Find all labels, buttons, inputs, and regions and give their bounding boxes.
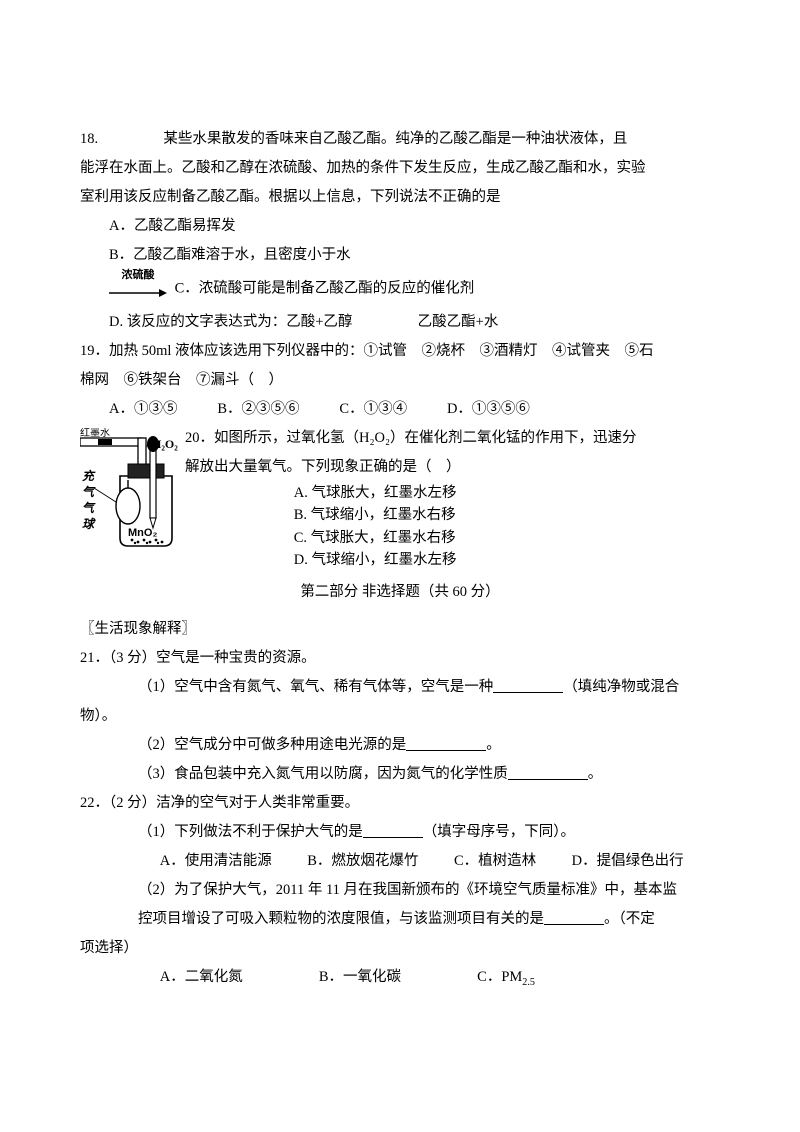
q22-2-d: 项选择） — [80, 934, 720, 963]
q18-opt-d-pre: D. 该反应的文字表达式为：乙酸+乙醇 — [109, 314, 352, 330]
q19-stem-line2: 棉网 ⑥铁架台 ⑦漏斗（ ） — [80, 366, 720, 395]
q22-2-opt-b: B．一氧化碳 — [319, 963, 401, 992]
q21-3: （3）食品包装中充入氮气用以防腐，因为氮气的化学性质 。 — [80, 760, 720, 789]
q22-2-c: 。（不定 — [604, 911, 655, 927]
q20-options: A. 气球胀大，红墨水左移 B. 气球缩小，红墨水右移 C. 气球胀大，红墨水右… — [185, 482, 720, 572]
blank — [363, 822, 423, 838]
q22-head: 22．（2 分）洁净的空气对于人类非常重要。 — [80, 789, 720, 818]
q18-opt-c: C．浓硫酸可能是制备乙酸乙酯的反应的催化剂 — [175, 280, 475, 296]
q20-figure: 红墨水 H₂O₂ — [80, 424, 185, 550]
q21-2-b: 。 — [486, 737, 501, 753]
q18-stem-line1: 18. 某些水果散发的香味来自乙酸乙酯。纯净的乙酸乙酯是一种油状液体，且 — [80, 125, 720, 154]
q18-stem-a: 某些水果散发的香味来自乙酸乙酯。纯净的乙酸乙酯是一种油状液体，且 — [163, 131, 627, 147]
q19-opt-b: B．②③⑤⑥ — [217, 395, 299, 424]
q19-opt-c: C．①③④ — [339, 395, 407, 424]
q22-2-opt-a: A．二氧化氮 — [160, 963, 243, 992]
q21-head: 21．（3 分）空气是一种宝贵的资源。 — [80, 644, 720, 673]
q22-1-opt-a: A．使用清洁能源 — [160, 847, 272, 876]
q22-2-b-row: 控项目增设了可吸入颗粒物的浓度限值，与该监测项目有关的是 。（不定 — [80, 905, 720, 934]
q20-opt-d: D. 气球缩小，红墨水左移 — [294, 549, 720, 571]
q22-2-opt-c: C．PM2.5 — [477, 963, 535, 993]
q18-opt-d-post: 乙酸乙酯+水 — [418, 314, 499, 330]
blank — [406, 735, 486, 751]
q19-stem-line1: 19．加热 50ml 液体应该选用下列仪器中的：①试管 ②烧杯 ③酒精灯 ④试管… — [80, 337, 720, 366]
q18-stem-line3: 室利用该反应制备乙酸乙酯。根据以上信息，下列说法不正确的是 — [80, 183, 720, 212]
q20-stem-b: 解放出大量氧气。下列现象正确的是（ ） — [185, 453, 720, 482]
q20-block: 红墨水 H₂O₂ — [80, 424, 720, 572]
q20-opt-c: C. 气球胀大，红墨水右移 — [294, 527, 720, 549]
label-b1: 充 — [82, 469, 96, 483]
q20-opt-a: A. 气球胀大，红墨水左移 — [294, 482, 720, 504]
arrow-label: 浓硫酸 — [109, 270, 167, 281]
q21-3-a: （3）食品包装中充入氮气用以防腐，因为氮气的化学性质 — [138, 766, 508, 782]
q21-2-a: （2）空气成分中可做多种用途电光源的是 — [138, 737, 406, 753]
q22-2-opt-c-sub: 2.5 — [522, 977, 535, 988]
q22-1-opt-d: D．提倡绿色出行 — [572, 847, 684, 876]
q21-1: （1）空气中含有氮气、氧气、稀有气体等，空气是一种 （填纯净物或混合 — [80, 673, 720, 702]
q18-opt-b: B．乙酸乙酯难溶于水，且密度小于水 — [80, 241, 720, 270]
q21-1-b: （填纯净物或混合 — [563, 679, 679, 695]
blank — [544, 909, 604, 925]
q18-stem-line2: 能浮在水面上。乙酸和乙醇在浓硫酸、加热的条件下发生反应，生成乙酸乙酯和水，实验 — [80, 154, 720, 183]
q21-3-b: 。 — [588, 766, 603, 782]
label-mno2: MnO₂ — [128, 527, 157, 539]
q19-opt-d: D．①③⑤⑥ — [447, 395, 530, 424]
label-b2: 气 — [82, 485, 96, 499]
label-b3: 气 — [82, 501, 96, 515]
q22-2-opts: A．二氧化氮 B．一氧化碳 C．PM2.5 — [80, 963, 720, 993]
section-bracket: 〖生活现象解释〗 — [80, 615, 720, 644]
label-b4: 球 — [82, 517, 96, 531]
q22-2-b: 控项目增设了可吸入颗粒物的浓度限值，与该监测项目有关的是 — [138, 911, 544, 927]
q20-opt-b: B. 气球缩小，红墨水右移 — [294, 504, 720, 526]
q21-1-a: （1）空气中含有氮气、氧气、稀有气体等，空气是一种 — [138, 679, 493, 695]
q21-2: （2）空气成分中可做多种用途电光源的是 。 — [80, 731, 720, 760]
page: 18. 某些水果散发的香味来自乙酸乙酯。纯净的乙酸乙酯是一种油状液体，且 能浮在… — [0, 0, 800, 1033]
label-ink: 红墨水 — [80, 428, 110, 439]
q22-2-a: （2）为了保护大气，2011 年 11 月在我国新颁布的《环境空气质量标准》中，… — [80, 876, 720, 905]
q18-opt-a: A．乙酸乙酯易挥发 — [80, 212, 720, 241]
q19-opt-a: A．①③⑤ — [109, 395, 177, 424]
q22-1-b: （填字母序号，下同）。 — [423, 824, 575, 840]
q22-1-opts: A．使用清洁能源 B．燃放烟花爆竹 C．植树造林 D．提倡绿色出行 — [80, 847, 720, 876]
q21-1-c: 物）。 — [80, 702, 720, 731]
q22-1: （1）下列做法不利于保护大气的是 （填字母序号，下同）。 — [80, 818, 720, 847]
q18-number: 18. — [80, 131, 98, 147]
blank — [493, 677, 563, 693]
q18-opt-d-row: D. 该反应的文字表达式为：乙酸+乙醇 乙酸乙酯+水 — [80, 308, 720, 337]
q22-2-opt-c-pre: C．PM — [477, 969, 522, 985]
q19-options: A．①③⑤ B．②③⑤⑥ C．①③④ D．①③⑤⑥ — [80, 395, 720, 424]
q22-1-opt-c: C．植树造林 — [454, 847, 536, 876]
q18-opt-c-row: 浓硫酸 C．浓硫酸可能是制备乙酸乙酯的反应的催化剂 — [80, 270, 720, 308]
reaction-arrow-icon: 浓硫酸 — [109, 270, 167, 308]
q22-1-a: （1）下列做法不利于保护大气的是 — [138, 824, 363, 840]
q22-1-opt-b: B．燃放烟花爆竹 — [307, 847, 418, 876]
q20-text: 20．如图所示，过氧化氢（H₂O₂）在催化剂二氧化锰的作用下，迅速分 解放出大量… — [185, 424, 720, 572]
part2-title: 第二部分 非选择题（共 60 分） — [80, 578, 720, 607]
blank — [508, 764, 588, 780]
q20-stem-a: 20．如图所示，过氧化氢（H₂O₂）在催化剂二氧化锰的作用下，迅速分 — [185, 424, 720, 453]
